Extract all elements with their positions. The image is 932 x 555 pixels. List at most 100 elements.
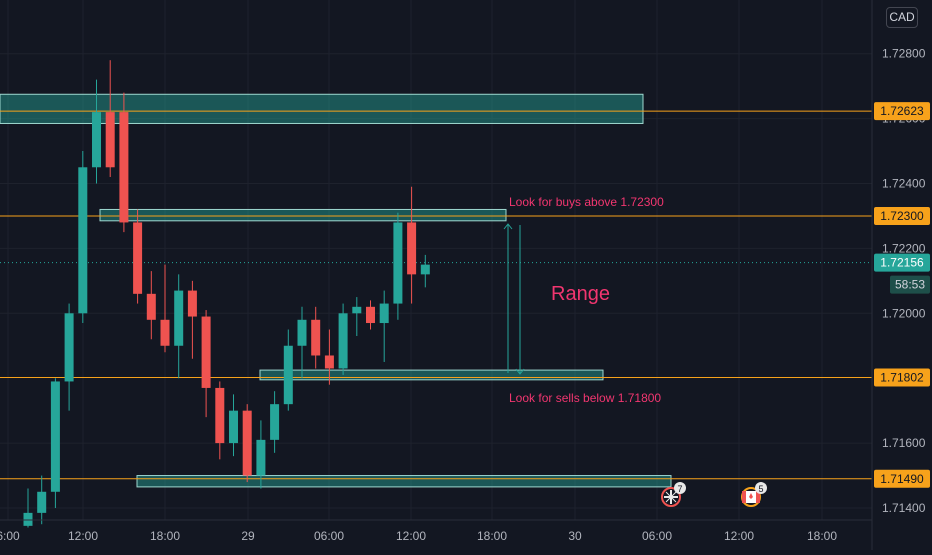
- level-price-label: 1.72300: [874, 206, 930, 225]
- candle: [201, 310, 211, 418]
- price-tick-label: 1.71600: [882, 436, 926, 450]
- price-axis-labels: 1.72623 1.72300 1.72156 1.71802 1.71490 58:53: [874, 102, 930, 488]
- candle-body: [215, 387, 225, 444]
- time-tick-label: 18:00: [477, 529, 507, 543]
- svg-text:1.72300: 1.72300: [880, 209, 924, 223]
- candle: [160, 264, 170, 353]
- candle: [119, 92, 129, 233]
- candle: [420, 254, 430, 288]
- candle-body: [160, 319, 170, 346]
- chart-grid: [0, 0, 872, 520]
- price-tick-label: 1.72400: [882, 177, 926, 191]
- candle-body: [270, 404, 280, 440]
- price-axis[interactable]: 1.728001.726001.724001.722001.720001.716…: [871, 0, 930, 550]
- candle: [146, 271, 156, 340]
- range-measure[interactable]: [503, 223, 525, 375]
- buy-note: Look for buys above 1.72300: [509, 195, 664, 209]
- candle: [338, 303, 348, 375]
- candle: [23, 488, 33, 528]
- candle: [174, 274, 184, 379]
- time-tick-label: 29: [241, 529, 255, 543]
- candle: [407, 186, 417, 304]
- candle: [297, 306, 307, 379]
- event-count-canada: 5: [758, 484, 763, 494]
- sell-note: Look for sells below 1.71800: [509, 391, 661, 405]
- price-tick-label: 1.72800: [882, 47, 926, 61]
- candle-body: [283, 345, 293, 405]
- candle: [105, 60, 115, 178]
- time-axis-ticks: 6:00 12:00 18:00 29 06:00 12:00 18:00 30 06:00 12…: [0, 529, 837, 543]
- current-price-label: 1.72156: [874, 253, 930, 272]
- candle: [187, 280, 197, 359]
- candle: [379, 290, 389, 362]
- candle-body: [242, 410, 252, 476]
- candle-body: [407, 222, 417, 275]
- candle-body: [420, 264, 430, 275]
- candle-body: [119, 112, 129, 223]
- level-price-label: 1.71802: [874, 368, 930, 387]
- candle: [311, 306, 321, 369]
- price-tick-label: 1.71400: [882, 501, 926, 515]
- candle-body: [366, 306, 375, 324]
- candle-body: [133, 222, 143, 294]
- candle-body: [256, 439, 266, 476]
- svg-text:1.71490: 1.71490: [880, 472, 924, 486]
- candle: [92, 79, 101, 184]
- event-count-badge: [755, 482, 767, 494]
- svg-text:58:53: 58:53: [895, 278, 925, 292]
- candle-body: [174, 290, 184, 346]
- candle-body: [37, 491, 47, 513]
- candle: [64, 303, 74, 411]
- event-marker-canada[interactable]: 5: [741, 482, 767, 507]
- candle-body: [92, 112, 101, 168]
- candle-body: [379, 303, 389, 324]
- candle-body: [393, 222, 403, 304]
- candle-body: [311, 319, 321, 356]
- svg-text:1.72156: 1.72156: [880, 256, 924, 270]
- zone-rectangle[interactable]: [259, 369, 604, 381]
- range-label: Range: [551, 283, 610, 305]
- range-arrow-top-head: [503, 223, 513, 230]
- candle: [50, 378, 60, 508]
- time-tick-label: 12:00: [396, 529, 426, 543]
- price-tick-label: 1.72000: [882, 306, 926, 320]
- candle: [352, 297, 362, 337]
- candle-body: [23, 512, 33, 526]
- candle-body: [324, 355, 334, 369]
- candle: [256, 420, 266, 489]
- event-marker-uk[interactable]: 7: [661, 482, 686, 507]
- candle: [283, 329, 293, 411]
- candle-body: [297, 319, 307, 346]
- time-tick-label: 06:00: [314, 529, 344, 543]
- candle-body: [64, 313, 74, 382]
- candle: [229, 394, 238, 457]
- svg-text:1.71802: 1.71802: [880, 371, 924, 385]
- time-tick-label: 18:00: [150, 529, 180, 543]
- candle-body: [146, 293, 156, 320]
- zone-rectangle[interactable]: [136, 475, 672, 488]
- candle-body: [50, 381, 60, 492]
- time-axis[interactable]: 6:00 12:00 18:00 29 06:00 12:00 18:00 30 06:00 12…: [0, 519, 872, 543]
- zone-rectangle[interactable]: [99, 208, 507, 222]
- candle: [393, 212, 403, 320]
- time-tick-label: 06:00: [642, 529, 672, 543]
- candle: [366, 300, 375, 330]
- level-lines: [0, 110, 872, 480]
- event-count-badge: [674, 482, 686, 494]
- candle-body: [187, 290, 197, 317]
- candle: [270, 391, 280, 453]
- candle-layer: [23, 60, 430, 528]
- candle: [133, 209, 143, 304]
- candle-body: [78, 167, 88, 314]
- candle: [215, 381, 225, 460]
- candle: [78, 151, 88, 324]
- currency-button[interactable]: CAD: [886, 7, 918, 28]
- level-price-label: 1.72623: [874, 102, 930, 121]
- candle-body: [229, 410, 238, 444]
- time-tick-label: 30: [568, 529, 582, 543]
- candle-body: [352, 306, 362, 314]
- time-tick-label: 6:00: [0, 529, 20, 543]
- candle: [37, 475, 47, 525]
